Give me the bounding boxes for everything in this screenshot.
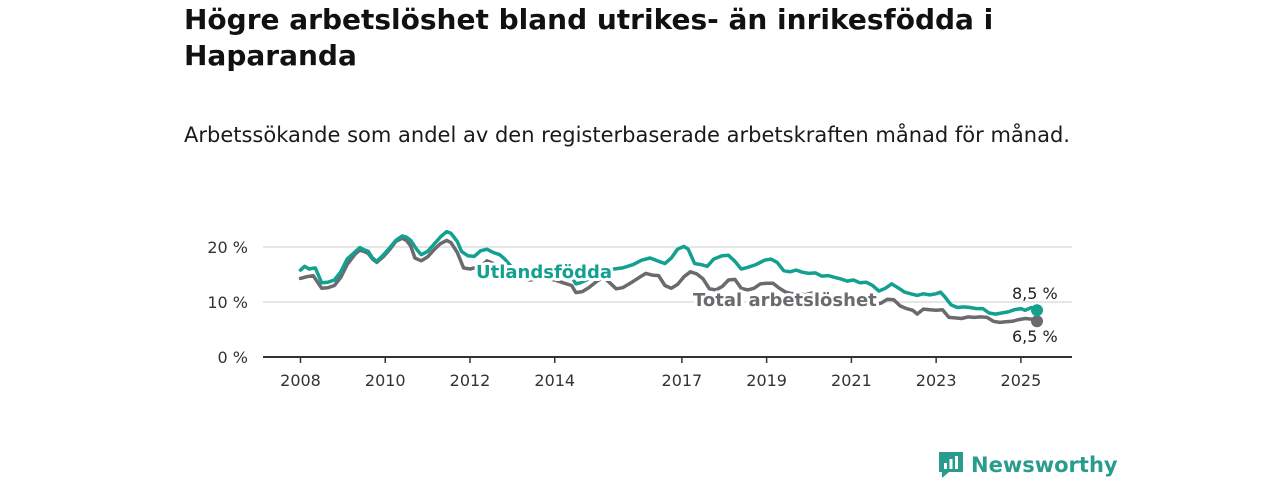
gridlines — [263, 246, 1072, 303]
line-chart: Utlandsfödda Total arbetslöshet 8,5 % 6,5 %… — [207, 229, 1072, 390]
brand-logo: Newsworthy — [937, 449, 1118, 481]
chart-subtitle: Arbetssökande som andel av den registerb… — [184, 123, 1070, 147]
labels-layer: Utlandsfödda Total arbetslöshet 8,5 % 6,5 % — [473, 259, 1058, 346]
x-tick-label: 2010 — [365, 371, 406, 390]
series-label-total: Total arbetslöshet — [693, 290, 877, 311]
y-tick-label: 0 % — [218, 348, 248, 367]
chart-title: Högre arbetslöshet bland utrikes- än inr… — [184, 3, 994, 72]
y-tick-label: 10 % — [207, 293, 248, 312]
series-label-utlandsfodda: Utlandsfödda — [476, 262, 612, 283]
axes: 0 % 10 % 20 % 2008 2010 2012 2014 2017 2019 2021 2… — [207, 238, 1072, 390]
y-tick-label: 20 % — [207, 238, 248, 257]
newsworthy-logo-icon — [939, 452, 963, 478]
x-tick-label: 2017 — [662, 371, 703, 390]
series-line-total — [298, 236, 1039, 325]
brand-name: Newsworthy — [971, 453, 1118, 477]
end-value-label-total: 6,5 % — [1012, 327, 1058, 346]
series-end-dot-utlandsfodda — [1031, 304, 1043, 317]
x-tick-label: 2014 — [534, 371, 575, 390]
series-end-dot-total — [1031, 315, 1043, 328]
x-tick-label: 2021 — [831, 371, 872, 390]
x-tick-label: 2019 — [746, 371, 787, 390]
x-tick-label: 2008 — [280, 371, 321, 390]
series-line-utlandsfodda — [298, 229, 1039, 316]
x-tick-label: 2025 — [1001, 371, 1042, 390]
x-tick-label: 2023 — [916, 371, 957, 390]
series-layer — [298, 229, 1043, 328]
x-tick-label: 2012 — [450, 371, 491, 390]
end-value-label-utlandsfodda: 8,5 % — [1012, 284, 1058, 303]
